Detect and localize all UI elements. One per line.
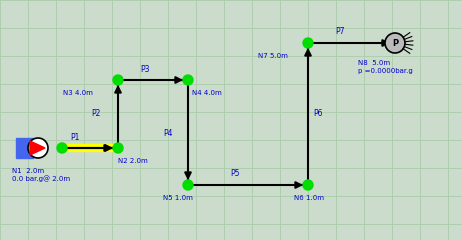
Circle shape [303, 180, 313, 190]
Text: P3: P3 [140, 65, 150, 73]
Text: N5 1.0m: N5 1.0m [163, 195, 193, 201]
Text: P7: P7 [335, 26, 345, 36]
Polygon shape [30, 141, 45, 155]
Text: P4: P4 [163, 128, 173, 138]
Text: N8  5.0m
p =0.0000bar.g: N8 5.0m p =0.0000bar.g [358, 60, 413, 73]
Circle shape [113, 75, 123, 85]
Circle shape [303, 38, 313, 48]
Text: P2: P2 [91, 109, 101, 119]
Bar [16, 138, 33, 158]
Circle shape [183, 180, 193, 190]
Circle shape [183, 75, 193, 85]
Circle shape [28, 138, 48, 158]
Text: N1  2.0m
0.0 bar.g@ 2.0m: N1 2.0m 0.0 bar.g@ 2.0m [12, 168, 70, 182]
Text: P5: P5 [230, 169, 240, 179]
Text: P6: P6 [313, 109, 323, 119]
Text: N2 2.0m: N2 2.0m [118, 158, 148, 164]
Text: P: P [392, 38, 398, 48]
Text: N6 1.0m: N6 1.0m [294, 195, 324, 201]
Text: N3 4.0m: N3 4.0m [63, 90, 93, 96]
Circle shape [57, 143, 67, 153]
Text: N7 5.0m: N7 5.0m [258, 53, 288, 59]
Text: P1: P1 [70, 133, 79, 143]
Circle shape [113, 143, 123, 153]
Circle shape [385, 33, 405, 53]
Text: N4 4.0m: N4 4.0m [192, 90, 222, 96]
